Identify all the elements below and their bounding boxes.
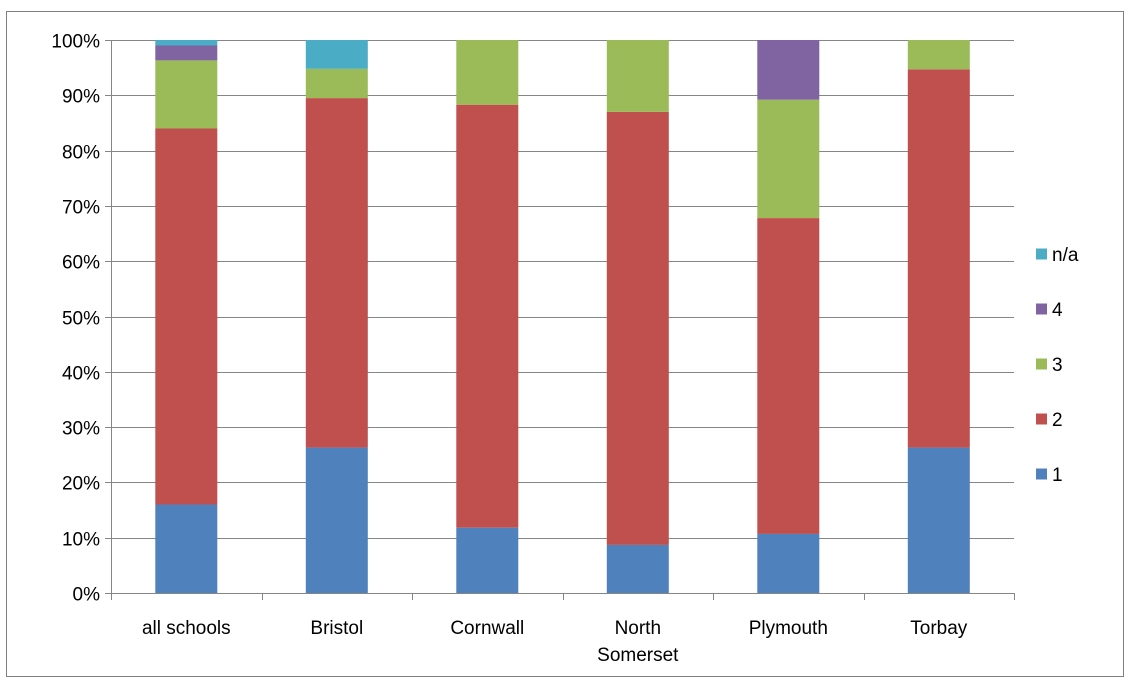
axes [105, 40, 1015, 600]
bar-segment-series-2-2 [456, 104, 519, 528]
y-tick-label: 40% [62, 364, 100, 385]
y-tick-label: 60% [62, 253, 100, 274]
bar-segment-series-2-1 [305, 98, 368, 448]
bar-segment-series-2-5 [907, 69, 970, 448]
x-tick-label: Torbay [910, 618, 968, 639]
bar-segment-series-2-3 [606, 111, 669, 545]
y-tick-label: 50% [62, 309, 100, 330]
bar-segment-series-1-2 [456, 527, 519, 593]
legend: n/a 4 3 2 1 [1036, 245, 1079, 486]
bar-segment-series-1-0 [155, 504, 218, 593]
y-tick-label: 90% [62, 87, 100, 108]
legend-label-4: 4 [1052, 300, 1063, 321]
bar-segment-series-2-0 [155, 128, 218, 505]
bar-segment-series-3-3 [606, 40, 669, 112]
bar-segment-series-3-5 [907, 40, 970, 70]
y-tick-label: 10% [62, 530, 100, 551]
legend-swatch-2 [1036, 413, 1047, 425]
y-tick-label: 30% [62, 419, 100, 440]
bar-segment-series-3-1 [305, 68, 368, 99]
gridlines [111, 40, 1014, 539]
bar-segment-series-3-2 [456, 40, 519, 105]
legend-label-1: 1 [1052, 465, 1063, 486]
legend-label-3: 3 [1052, 355, 1063, 376]
x-tick-label: Somerset [597, 645, 679, 666]
legend-swatch-1 [1036, 468, 1047, 480]
x-tick-label: Cornwall [450, 618, 524, 639]
legend-label-2: 2 [1052, 410, 1063, 431]
bar-segment-series-4-4 [757, 40, 820, 100]
x-tick-label: all schools [142, 618, 231, 639]
bar-segment-series-1-4 [757, 533, 820, 593]
x-tick-label: Plymouth [749, 618, 828, 639]
x-tick-label: North [615, 618, 661, 639]
bar-segment-series-1-1 [305, 447, 368, 593]
legend-swatch-na [1036, 248, 1047, 260]
bar-segment-series-3-4 [757, 99, 820, 218]
bars [155, 40, 970, 593]
y-tick-label: 20% [62, 474, 100, 495]
legend-swatch-3 [1036, 358, 1047, 370]
y-axis-tick-labels: 0% 10% 20% 30% 40% 50% 60% 70% 80% 90% 100% [51, 32, 100, 606]
x-axis-tick-labels: all schools Bristol Cornwall North Somerset P… [142, 618, 968, 666]
y-tick-label: 70% [62, 198, 100, 219]
y-tick-label: 0% [73, 585, 101, 606]
bar-segment-series-2-4 [757, 218, 820, 534]
x-tick-label: Bristol [310, 618, 363, 639]
y-tick-label: 100% [51, 32, 100, 53]
bar-segment-series-1-5 [907, 447, 970, 593]
bar-segment-series-4-0 [155, 45, 218, 61]
legend-swatch-4 [1036, 303, 1047, 315]
bar-segment-series-na-0 [155, 40, 218, 46]
legend-label-na: n/a [1052, 245, 1079, 266]
bar-segment-series-1-3 [606, 544, 669, 593]
bar-segment-series-na-1 [305, 40, 368, 69]
y-tick-label: 80% [62, 143, 100, 164]
bar-segment-series-3-0 [155, 60, 218, 129]
